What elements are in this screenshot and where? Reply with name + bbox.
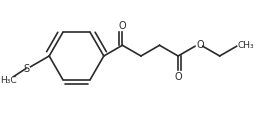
Text: H₃C: H₃C bbox=[1, 75, 17, 84]
Text: O: O bbox=[118, 21, 126, 31]
Text: CH₃: CH₃ bbox=[237, 40, 254, 49]
Text: O: O bbox=[196, 40, 204, 50]
Text: S: S bbox=[24, 63, 30, 73]
Text: O: O bbox=[174, 72, 182, 82]
